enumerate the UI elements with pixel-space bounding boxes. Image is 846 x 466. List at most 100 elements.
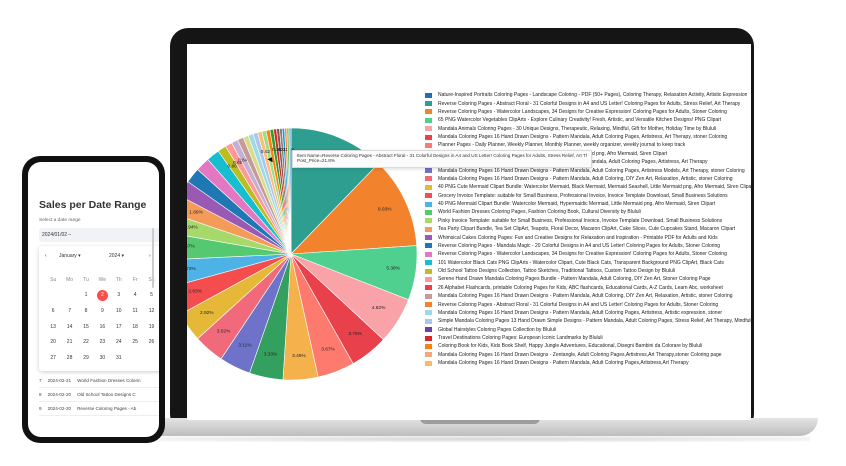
legend-item[interactable]: 40 PNG Mermaid Clipart Bundle: Watercolo… <box>425 200 751 208</box>
pie-slice[interactable] <box>187 213 292 255</box>
legend-item[interactable]: World Fashion Dresses Coloring Pages, Fa… <box>425 208 751 216</box>
legend-item[interactable]: Mandala Animals Coloring Pages - 30 Uniq… <box>425 125 751 133</box>
laptop-screen: 9.44%9.03%5.38%4.62%3.78%3.67%3.45%3.33%… <box>187 44 751 420</box>
slice-label: 0.86% <box>228 164 242 170</box>
legend-item[interactable]: Travel Destinations Coloring Pages: Euro… <box>425 334 751 342</box>
legend-label: Pinky Invoice Template: suitable for Sma… <box>438 217 723 224</box>
legend-item[interactable]: Pinky Invoice Template: suitable for Sma… <box>425 217 751 225</box>
legend-item[interactable]: Mandala Coloring Pages 16 Hand Drawn Des… <box>425 166 751 174</box>
pie-slice[interactable] <box>187 253 292 314</box>
legend-item[interactable]: Mandala Coloring Pages 16 Hand Drawn Des… <box>425 175 751 183</box>
legend-swatch <box>425 335 432 341</box>
legend-item[interactable]: 26 Alphabet Flashcards, printable Colori… <box>425 284 751 292</box>
pie-slice[interactable] <box>187 253 292 287</box>
calendar-day[interactable]: 6 <box>51 307 55 314</box>
chevron-right-icon[interactable]: › <box>149 253 151 259</box>
calendar-day[interactable]: 29 <box>83 354 89 361</box>
legend-item[interactable]: Mandala Coloring Pages 16 Hand Drawn Des… <box>425 359 751 367</box>
calendar-day[interactable]: 22 <box>83 339 89 346</box>
legend-item[interactable]: Global Hairstyles Coloring Pages Collect… <box>425 326 751 334</box>
legend-item[interactable]: Reverse Coloring Pages - Watercolor Land… <box>425 108 751 116</box>
calendar-day[interactable]: 14 <box>66 323 73 330</box>
calendar-day[interactable]: 1 <box>84 292 88 299</box>
legend-item[interactable]: 65 PNG Watercolor Vegetables ClipArts - … <box>425 116 751 124</box>
tooltip-line-item: Item Name=Reverse Coloring Pages - Abstr… <box>297 153 587 158</box>
legend-swatch <box>425 134 432 140</box>
calendar-day[interactable]: 30 <box>99 354 106 361</box>
legend-label: 101 Watercolor Black Cats PNG ClipArts -… <box>438 259 724 266</box>
calendar-day[interactable]: 13 <box>50 323 56 330</box>
legend-label: Serene Hand Drawn Mandala Coloring Pages… <box>438 276 711 283</box>
calendar-day[interactable]: 20 <box>50 339 56 346</box>
pie-slice[interactable] <box>288 127 292 255</box>
legend-item[interactable]: Mandala Coloring Pages 16 Hand Drawn Des… <box>425 133 751 141</box>
legend-item[interactable]: 40 PNG Cute Mermaid Clipart Bundle: Wate… <box>425 183 751 191</box>
legend-item[interactable]: Simple Mandala Coloring Pages 13 Hand Dr… <box>425 317 751 325</box>
legend-swatch <box>425 209 432 215</box>
table-cell-idx: 9 <box>39 406 42 411</box>
pie-chart[interactable]: 9.44%9.03%5.38%4.62%3.78%3.67%3.45%3.33%… <box>187 44 751 420</box>
legend-item[interactable]: Reverse Coloring Pages - Abstract Floral… <box>425 99 751 107</box>
legend-item[interactable]: Reverse Coloring Pages - Abstract Floral… <box>425 300 751 308</box>
chevron-left-icon[interactable]: ‹ <box>45 253 47 259</box>
calendar-day[interactable]: 18 <box>132 323 138 330</box>
calendar-day[interactable]: 10 <box>115 307 122 314</box>
calendar-day[interactable]: 26 <box>148 339 155 346</box>
table-cell-name: World Fashion Dresses Colorin <box>77 378 141 383</box>
calendar-day[interactable]: 9 <box>100 307 104 314</box>
month-select[interactable]: January ▾ <box>59 253 81 259</box>
calendar-day[interactable]: 17 <box>115 323 122 330</box>
slice-label: 3.67% <box>321 346 335 352</box>
legend-item[interactable]: Coloring Book for Kids, Kids Book Shelf,… <box>425 342 751 350</box>
weekday-header: Mo <box>66 276 74 283</box>
legend-item[interactable]: Grocery Invoice Template: suitable for S… <box>425 192 751 200</box>
legend-label: Reverse Coloring Pages - Abstract Floral… <box>438 301 719 308</box>
weekday-header: We <box>98 276 107 283</box>
calendar-day[interactable]: 2 <box>94 288 110 304</box>
calendar-day[interactable]: 15 <box>83 323 89 330</box>
calendar-popup[interactable]: ‹ January ▾ 2024 ▾ › SuMoTuWeThFrSa12345… <box>39 246 159 371</box>
calendar-day[interactable]: 7 <box>68 307 71 314</box>
calendar-day[interactable]: 31 <box>115 354 122 361</box>
calendar-day[interactable]: 16 <box>99 323 106 330</box>
legend-item[interactable]: Reverse Coloring Pages - Mandala Magic -… <box>425 242 751 250</box>
calendar-day[interactable]: 5 <box>150 292 153 299</box>
legend-swatch <box>425 243 432 249</box>
selected-day[interactable]: 2 <box>96 289 108 301</box>
legend-item[interactable]: Planner Pages - Daily Planner, Weekly Pl… <box>425 141 751 149</box>
date-range-input[interactable]: 2024/01/02 – <box>39 228 159 242</box>
chart-legend[interactable]: Nature-Inspired Portraits Coloring Pages… <box>425 91 751 367</box>
legend-item[interactable]: Reverse Coloring Pages - Watercolor Land… <box>425 250 751 258</box>
legend-item[interactable]: 101 Watercolor Black Cats PNG ClipArts -… <box>425 259 751 267</box>
calendar-day[interactable]: 8 <box>84 307 88 314</box>
legend-item[interactable]: Nature-Inspired Portraits Coloring Pages… <box>425 91 751 99</box>
legend-item[interactable]: Mandala Coloring Pages 16 Hand Drawn Des… <box>425 351 751 359</box>
calendar-day[interactable]: 23 <box>99 339 106 346</box>
calendar-day[interactable]: 21 <box>66 339 73 346</box>
legend-item[interactable]: Old School Tattoo Designs Collection, Ta… <box>425 267 751 275</box>
legend-item[interactable]: Serene Hand Drawn Mandala Coloring Pages… <box>425 275 751 283</box>
legend-label: Mandala Coloring Pages 16 Hand Drawn Des… <box>438 167 745 174</box>
legend-label: Reverse Coloring Pages - Abstract Floral… <box>438 100 741 107</box>
calendar-day[interactable]: 27 <box>50 354 56 361</box>
legend-swatch <box>425 318 432 324</box>
legend-item[interactable]: Tea Party Clipart Bundle, Tea Set ClipAr… <box>425 225 751 233</box>
calendar-day[interactable]: 28 <box>66 354 73 361</box>
legend-item[interactable]: Mandala Coloring Pages 16 Hand Drawn Des… <box>425 309 751 317</box>
calendar-day[interactable]: 24 <box>115 339 122 346</box>
calendar-day[interactable]: 12 <box>148 307 155 314</box>
scrollbar[interactable] <box>152 228 154 288</box>
legend-item[interactable]: Whimsical Cakes Coloring Pages: Fun and … <box>425 233 751 241</box>
calendar-day[interactable]: 3 <box>117 292 121 299</box>
calendar-day[interactable]: 11 <box>132 307 138 314</box>
calendar-day[interactable]: 19 <box>148 323 155 330</box>
pie-slice[interactable] <box>187 233 292 260</box>
calendar-day[interactable]: 4 <box>133 292 137 299</box>
legend-item[interactable]: Mandala Coloring Pages 16 Hand Drawn Des… <box>425 292 751 300</box>
slice-label: 0.218% <box>278 147 295 153</box>
calendar-day[interactable]: 25 <box>132 339 138 346</box>
date-range-label: Select a date range <box>39 218 81 223</box>
year-select[interactable]: 2024 ▾ <box>109 253 125 259</box>
chart-tooltip: Item Name=Reverse Coloring Pages - Abstr… <box>292 150 592 168</box>
pie-slice[interactable] <box>187 253 292 340</box>
